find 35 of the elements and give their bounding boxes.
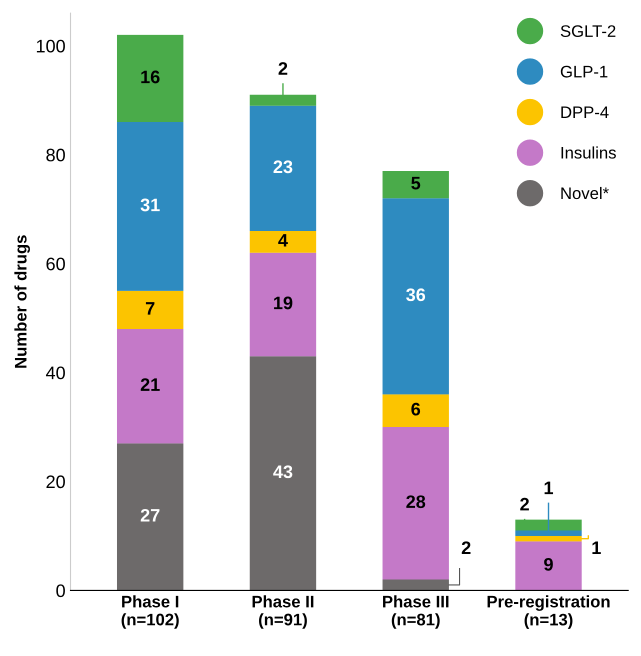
data-label: 19	[274, 296, 292, 310]
data-label: 1	[592, 542, 601, 554]
data-label: 5	[411, 176, 420, 190]
x-tick-label: Phase III (n=81)	[383, 595, 448, 629]
data-label: 16	[141, 70, 160, 84]
data-label: 2	[520, 498, 529, 510]
legend-label: GLP-1	[560, 66, 608, 78]
data-label: 23	[274, 160, 292, 174]
x-tick-label: Phase I (n=102)	[122, 595, 179, 629]
data-label: 36	[406, 288, 426, 302]
legend-label: SGLT-2	[560, 25, 616, 38]
y-tick-label: 0	[56, 584, 65, 598]
legend-label: Insulins	[562, 146, 616, 159]
x-tick-label: Phase II (n=91)	[252, 595, 314, 629]
data-label: 4	[278, 234, 288, 247]
data-label: 7	[146, 302, 154, 315]
data-label: 2	[278, 62, 288, 75]
data-label: 6	[411, 402, 420, 416]
legend-label: DPP-4	[561, 106, 609, 118]
data-label: 28	[406, 495, 426, 508]
y-tick-label: 100	[36, 40, 65, 53]
data-label: 43	[273, 465, 292, 478]
y-tick-label: 20	[46, 475, 65, 488]
legend-label: Novel*	[561, 186, 609, 200]
data-label: 31	[140, 198, 160, 212]
y-tick-label: 80	[46, 148, 65, 162]
y-tick-label: 40	[46, 366, 65, 380]
x-tick-label: Pre-registration (n=13)	[488, 595, 610, 629]
data-label: 1	[544, 482, 554, 494]
data-label: 9	[544, 558, 553, 571]
y-axis-title: Number of drugs	[14, 235, 30, 368]
y-tick-label: 60	[46, 258, 65, 270]
data-label: 21	[140, 378, 160, 391]
data-label: 27	[140, 508, 160, 522]
data-label: 2	[462, 541, 470, 554]
